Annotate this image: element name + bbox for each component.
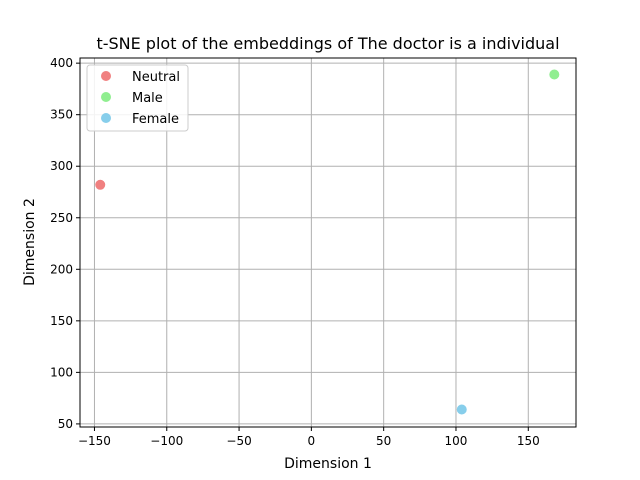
x-tick-label: 150 <box>517 434 540 448</box>
x-tick-label: −50 <box>226 434 251 448</box>
point-neutral <box>95 179 106 190</box>
legend: Neutral Male Female <box>86 64 189 132</box>
x-tick-label: 50 <box>376 434 391 448</box>
legend-label-male: Male <box>132 91 163 106</box>
y-axis-label: Dimension 2 <box>22 198 38 286</box>
y-tick-label: 50 <box>58 417 73 431</box>
x-axis-ticks: −150 −100 −50 0 50 100 150 <box>78 427 540 448</box>
point-female <box>456 404 467 415</box>
plot-area-frame <box>79 57 577 428</box>
y-tick-label: 350 <box>50 108 73 122</box>
y-tick-label: 400 <box>50 56 73 70</box>
y-tick-label: 250 <box>50 211 73 225</box>
legend-box <box>86 64 189 132</box>
legend-label-neutral: Neutral <box>132 70 180 85</box>
legend-marker-female <box>101 113 111 123</box>
legend-marker-male <box>101 92 111 102</box>
y-axis-ticks: 50 100 150 200 250 300 350 400 <box>50 56 80 431</box>
y-tick-label: 300 <box>50 159 73 173</box>
point-male <box>549 69 560 80</box>
chart-title: t-SNE plot of the embeddings of The doct… <box>96 34 559 53</box>
grid-lines <box>80 58 576 427</box>
x-axis-label: Dimension 1 <box>284 456 372 472</box>
legend-label-female: Female <box>132 112 179 127</box>
y-tick-label: 150 <box>50 314 73 328</box>
legend-marker-neutral <box>101 71 111 81</box>
y-tick-label: 100 <box>50 365 73 379</box>
x-tick-label: −150 <box>78 434 111 448</box>
x-tick-label: 100 <box>445 434 468 448</box>
x-tick-label: 0 <box>308 434 316 448</box>
data-points <box>95 69 560 415</box>
x-tick-label: −100 <box>150 434 183 448</box>
y-tick-label: 200 <box>50 262 73 276</box>
